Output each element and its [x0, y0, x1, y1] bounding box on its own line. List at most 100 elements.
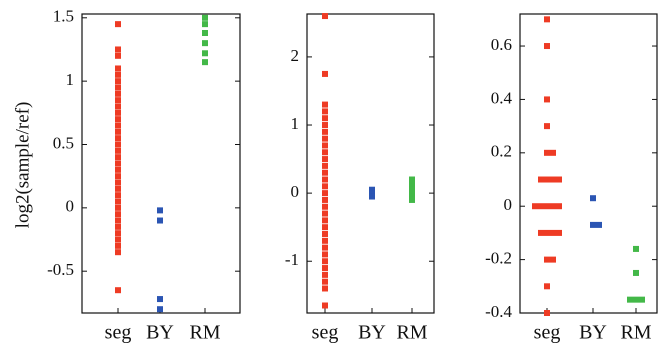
- data-point: [115, 128, 121, 135]
- data-point: [115, 223, 121, 230]
- y-tick-label: 0.4: [491, 88, 513, 107]
- y-tick-label: 0: [291, 182, 300, 201]
- data-point: [544, 176, 550, 183]
- data-point: [115, 46, 121, 53]
- data-point: [202, 30, 208, 37]
- data-point: [322, 162, 328, 169]
- data-point: [115, 116, 121, 123]
- data-point: [409, 183, 415, 190]
- data-point: [115, 97, 121, 104]
- data-point: [115, 287, 121, 294]
- data-point: [322, 265, 328, 272]
- data-point: [157, 207, 163, 214]
- data-point: [369, 186, 375, 193]
- x-tick-label: seg: [534, 322, 561, 344]
- data-point: [538, 229, 544, 236]
- data-point: [633, 245, 639, 252]
- data-point: [202, 14, 208, 21]
- data-point: [409, 190, 415, 197]
- data-point: [115, 135, 121, 142]
- data-point: [322, 149, 328, 156]
- data-point: [115, 249, 121, 256]
- data-point: [538, 203, 544, 210]
- data-point: [115, 236, 121, 243]
- data-point: [550, 176, 556, 183]
- y-tick-label: 1.5: [53, 7, 74, 26]
- y-axis-label: log2(sample/ref): [12, 102, 33, 229]
- data-point: [322, 108, 328, 115]
- data-point: [550, 229, 556, 236]
- data-point: [544, 229, 550, 236]
- data-point: [322, 176, 328, 183]
- y-tick-label: 0: [504, 195, 513, 214]
- data-point: [115, 173, 121, 180]
- data-point: [115, 78, 121, 85]
- data-point: [322, 237, 328, 244]
- y-tick-label: 1: [66, 70, 75, 89]
- data-point: [322, 196, 328, 203]
- data-point: [115, 217, 121, 224]
- data-point: [369, 190, 375, 197]
- data-point: [322, 156, 328, 163]
- x-tick-label: RM: [189, 322, 220, 344]
- x-tick-label: RM: [396, 322, 427, 344]
- data-point: [322, 224, 328, 231]
- data-point: [115, 52, 121, 59]
- data-point: [322, 258, 328, 265]
- data-point: [115, 230, 121, 237]
- data-point: [115, 204, 121, 211]
- data-point: [115, 90, 121, 97]
- data-point: [115, 185, 121, 192]
- data-point: [544, 123, 550, 130]
- data-point: [538, 176, 544, 183]
- data-point: [115, 160, 121, 167]
- data-point: [115, 65, 121, 72]
- y-tick-label: 0.2: [491, 142, 512, 161]
- data-point: [409, 193, 415, 200]
- y-tick-label: 1: [291, 114, 300, 133]
- data-point: [115, 109, 121, 116]
- data-point: [544, 16, 550, 23]
- x-tick-label: BY: [146, 322, 174, 344]
- data-point: [322, 210, 328, 217]
- data-point: [322, 278, 328, 285]
- data-point: [550, 256, 556, 263]
- data-point: [556, 229, 562, 236]
- y-tick-label: -0.4: [485, 302, 512, 321]
- data-point: [556, 203, 562, 210]
- y-tick-label: 0.5: [53, 133, 74, 152]
- data-point: [639, 296, 645, 303]
- data-point: [322, 203, 328, 210]
- data-point: [532, 203, 538, 210]
- x-tick-label: BY: [358, 322, 386, 344]
- x-tick-label: seg: [105, 322, 132, 344]
- data-point: [544, 96, 550, 103]
- data-point: [115, 147, 121, 154]
- data-point: [322, 217, 328, 224]
- data-point: [322, 244, 328, 251]
- y-tick-label: -0.5: [47, 260, 74, 279]
- data-point: [544, 283, 550, 290]
- data-point: [544, 203, 550, 210]
- y-tick-label: 0.6: [491, 35, 512, 54]
- data-point: [115, 141, 121, 148]
- data-point: [322, 285, 328, 292]
- data-point: [322, 169, 328, 176]
- data-point: [544, 310, 550, 316]
- data-point: [115, 211, 121, 218]
- data-point: [590, 221, 596, 228]
- y-tick-label: 2: [291, 46, 300, 65]
- data-point: [409, 179, 415, 186]
- data-point: [322, 302, 328, 309]
- data-point: [202, 59, 208, 66]
- y-tick-label: -1: [285, 250, 299, 269]
- data-point: [322, 13, 328, 20]
- data-point: [322, 183, 328, 190]
- axes-frame: [81, 13, 241, 314]
- data-point: [202, 21, 208, 28]
- data-point: [322, 135, 328, 142]
- data-point: [157, 296, 163, 303]
- data-point: [115, 103, 121, 110]
- data-point: [202, 50, 208, 57]
